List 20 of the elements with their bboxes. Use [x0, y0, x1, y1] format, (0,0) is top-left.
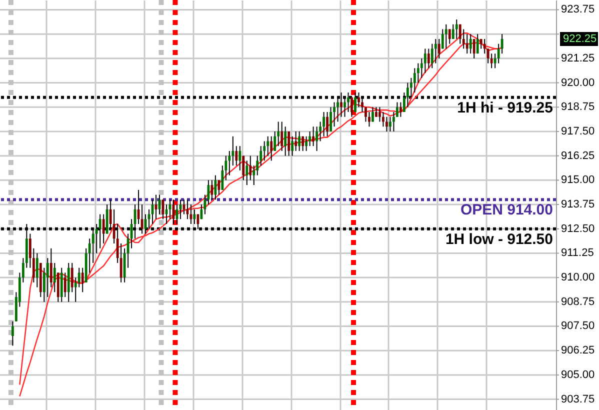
text: 922.25 [563, 32, 597, 45]
y-tick-label: 903.75 [561, 393, 595, 406]
y-tick-label: 906.25 [561, 344, 595, 357]
y-tick-label: 917.50 [561, 125, 595, 138]
ref-line-label: 1H hi - 919.25 [457, 99, 553, 116]
y-tick-label: 920.00 [561, 76, 595, 89]
ref-line-label: 1H low - 912.50 [445, 230, 553, 248]
y-tick-label: 921.25 [561, 52, 595, 64]
y-tick-label: 923.75 [561, 4, 595, 16]
y-tick-label: 908.75 [561, 296, 595, 308]
y-tick-label: 910.00 [561, 272, 595, 284]
y-tick-label: 918.75 [561, 101, 595, 114]
y-tick-label: 907.50 [561, 320, 595, 332]
y-tick-label: 916.25 [561, 150, 595, 162]
y-tick-label: 905.00 [561, 368, 595, 381]
ref-line-label: OPEN 914.00 [460, 202, 553, 219]
y-tick-label: 912.50 [561, 222, 595, 235]
y-tick-label: 913.75 [561, 198, 595, 211]
y-tick-label: 915.00 [561, 174, 595, 186]
y-tick-label: 911.25 [561, 247, 594, 260]
